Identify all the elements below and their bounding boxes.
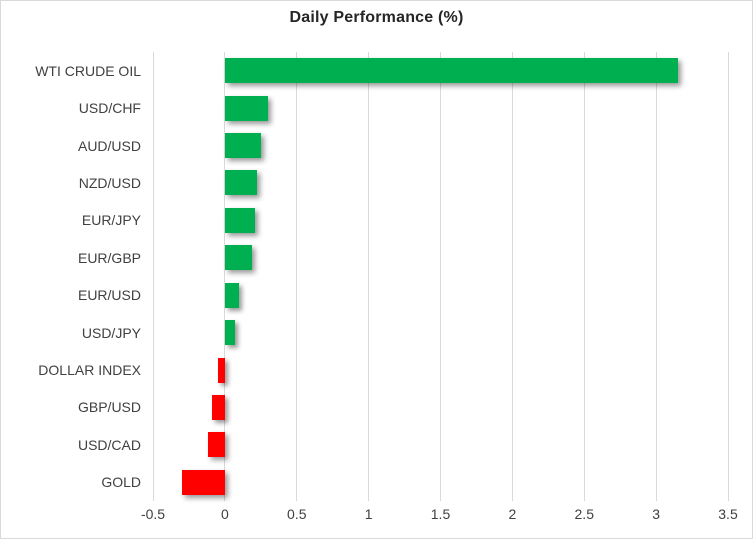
bar-usd-jpy [224, 320, 235, 346]
gridline-x-0.5 [296, 52, 298, 501]
x-tick-label-0: 0 [220, 506, 229, 522]
category-label-usd-jpy: USD/JPY [81, 324, 141, 341]
x-tick-label-3: 3 [652, 506, 661, 522]
category-label-usd-cad: USD/CAD [77, 436, 141, 453]
category-label-wti-crude-oil: WTI CRUDE OIL [35, 62, 141, 79]
category-label-usd-chf: USD/CHF [78, 100, 141, 117]
category-axis: WTI CRUDE OIL USD/CHF AUD/USD NZD/USD EUR/JP… [1, 52, 141, 501]
bar-eur-gbp [224, 245, 253, 271]
gridline-x-3.5 [727, 52, 729, 501]
bar-eur-jpy [224, 207, 256, 233]
x-tick-label--0.5: -0.5 [140, 506, 166, 522]
category-label-eur-gbp: EUR/GBP [77, 249, 141, 266]
bar-aud-usd [224, 133, 261, 159]
bar-gold [181, 469, 225, 495]
value-axis: -0.5 0 0.5 1 1.5 2 2.5 3 3.5 [1, 506, 752, 530]
x-tick-label-1.5: 1.5 [430, 506, 451, 522]
bar-wti-crude-oil [224, 58, 678, 84]
category-label-gbp-usd: GBP/USD [77, 399, 141, 416]
gridline-x-0 [224, 52, 226, 501]
x-tick-label-3.5: 3.5 [718, 506, 738, 522]
plot-area [152, 52, 729, 501]
category-label-eur-jpy: EUR/JPY [81, 212, 141, 229]
category-label-nzd-usd: NZD/USD [78, 174, 141, 191]
bar-gbp-usd [211, 394, 225, 420]
bar-usd-cad [207, 432, 225, 458]
bar-dollar-index [217, 357, 225, 383]
bar-usd-chf [224, 95, 268, 121]
x-tick-label-0.5: 0.5 [287, 506, 307, 522]
bar-nzd-usd [224, 170, 257, 196]
x-tick-label-2.5: 2.5 [574, 506, 594, 522]
gridline-x-1.5 [440, 52, 441, 501]
gridline-x-2.5 [583, 52, 585, 501]
chart-title: Daily Performance (%) [289, 9, 464, 26]
gridline-x--0.5 [152, 52, 154, 501]
x-tick-label-1: 1 [364, 506, 373, 522]
gridline-x-1 [368, 52, 370, 501]
x-tick-label-2: 2 [508, 506, 517, 522]
category-label-dollar-index: DOLLAR INDEX [38, 362, 141, 379]
bar-eur-usd [224, 282, 240, 308]
gridline-x-3 [655, 52, 657, 501]
category-label-aud-usd: AUD/USD [77, 137, 141, 154]
gridline-x-2 [511, 52, 513, 501]
category-label-gold: GOLD [101, 474, 141, 491]
category-label-eur-usd: EUR/USD [77, 287, 141, 304]
